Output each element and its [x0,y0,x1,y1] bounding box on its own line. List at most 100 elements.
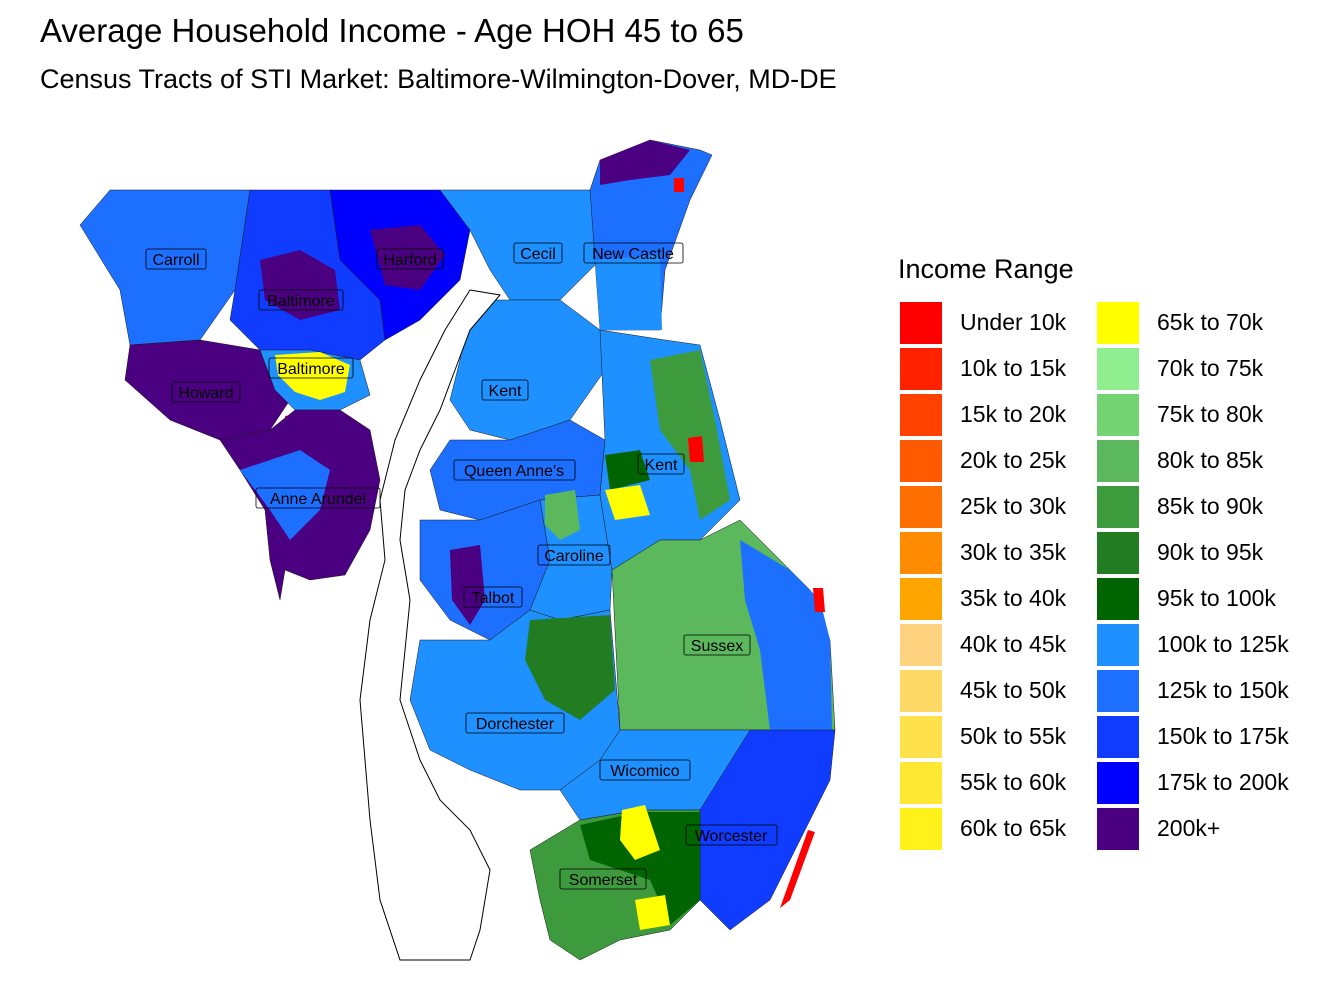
county-label: Anne Arundel [255,487,381,509]
legend-label: 80k to 85k [1157,447,1264,473]
legend-swatch [900,302,942,344]
legend-swatch [1097,808,1139,850]
dover-low-income-tract [688,436,704,462]
county-label: Cecil [513,242,563,264]
chesapeake-bay [359,289,501,961]
county-label: Worcester [685,824,778,846]
legend-swatch [900,348,942,390]
county-label: Harford [376,248,444,270]
county-label: Caroline [537,544,611,566]
svg-text:Kent: Kent [489,383,522,400]
legend-swatch [900,716,942,758]
legend-label: 90k to 95k [1157,539,1264,565]
wilmington-low-income-tract [674,178,684,192]
svg-text:Caroline: Caroline [544,548,604,565]
svg-text:Somerset: Somerset [569,872,638,889]
county-label: Talbot [463,586,523,608]
legend-label: 125k to 150k [1157,677,1289,703]
caroline-green-tracts [545,490,580,540]
svg-text:Kent: Kent [645,457,678,474]
svg-text:Sussex: Sussex [691,638,743,655]
svg-text:Wicomico: Wicomico [610,763,679,780]
talbot-wealthy-tracts [450,545,485,625]
legend-swatch [900,440,942,482]
legend-label: 60k to 65k [960,815,1067,841]
svg-text:Baltimore: Baltimore [277,361,345,378]
legend-swatch [1097,486,1139,528]
legend-label: 50k to 55k [960,723,1067,749]
map-subtitle: Census Tracts of STI Market: Baltimore-W… [40,64,837,94]
somerset-yellow-tract [620,805,660,860]
legend-label: 25k to 30k [960,493,1067,519]
county-labels: Carroll Harford Cecil New Castle Baltimo… [145,242,778,890]
harford-wealthy-tracts [370,225,445,290]
legend-label: 95k to 100k [1157,585,1276,611]
county-label: Baltimore [268,357,354,379]
svg-text:Carroll: Carroll [152,252,199,269]
svg-text:Worcester: Worcester [695,828,768,845]
legend-swatch [900,762,942,804]
county-label: Sussex [683,634,751,656]
legend-swatch [1097,348,1139,390]
legend-swatch [1097,302,1139,344]
county-label: New Castle [583,242,684,264]
legend-label: 55k to 60k [960,769,1067,795]
somerset-yellow-tract-south [635,895,670,930]
map-title: Average Household Income - Age HOH 45 to… [40,12,744,49]
svg-text:New Castle: New Castle [592,246,674,263]
legend-label: 20k to 25k [960,447,1067,473]
legend-swatch [900,532,942,574]
baltimore-city-low-income-tracts [275,352,350,400]
svg-text:Talbot: Talbot [472,590,515,607]
kent-de-green-tracts [650,350,730,520]
county-label: Kent [637,453,685,475]
svg-text:Anne Arundel: Anne Arundel [270,491,366,508]
dorchester-green-tracts [525,615,615,720]
svg-text:Queen Anne's: Queen Anne's [464,463,564,480]
legend-label: 150k to 175k [1157,723,1289,749]
legend-title: Income Range [898,254,1074,284]
somerset-darkgreen-tracts [580,812,700,925]
legend-label: 70k to 75k [1157,355,1264,381]
kent-de-yellow-tract [605,485,650,520]
anne-arundel-north-tracts [240,450,330,540]
legend-swatch [1097,716,1139,758]
legend-swatch [1097,762,1139,804]
county-label: Baltimore [258,289,344,311]
legend-swatch [1097,624,1139,666]
legend-label: 10k to 15k [960,355,1067,381]
kent-de-darkgreen-tract [605,450,650,490]
legend-swatch [900,808,942,850]
rehoboth-low-income-tract [813,588,825,612]
sussex-east-tracts [740,540,832,730]
svg-text:Cecil: Cecil [520,246,556,263]
county-label: Kent [481,379,529,401]
svg-text:Harford: Harford [383,252,436,269]
legend-label: 45k to 50k [960,677,1067,703]
legend-swatch [1097,394,1139,436]
legend-swatch [900,624,942,666]
legend-swatch [900,486,942,528]
legend-label: 30k to 35k [960,539,1067,565]
mid-shore-region [419,299,741,641]
worcester-tracts [699,729,836,931]
legend-swatch [900,578,942,620]
new-castle-south-tracts [595,255,662,330]
legend-label: 85k to 90k [1157,493,1264,519]
svg-text:Howard: Howard [178,385,233,402]
legend-label: 175k to 200k [1157,769,1289,795]
county-label: Queen Anne's [453,459,576,481]
legend-swatch [1097,578,1139,620]
county-label: Dorchester [465,712,565,734]
legend-label: 100k to 125k [1157,631,1289,657]
svg-text:Baltimore: Baltimore [267,293,335,310]
legend-swatch [1097,440,1139,482]
southern-region [409,519,836,961]
new-castle-wealthy-tracts [600,140,690,185]
legend-swatch [1097,670,1139,712]
legend-label: Under 10k [960,309,1067,335]
baltimore-county-wealthy-tracts [260,250,340,320]
legend-label: 75k to 80k [1157,401,1264,427]
ocean-city-low-income-strip [780,830,815,908]
legend-label: 65k to 70k [1157,309,1264,335]
